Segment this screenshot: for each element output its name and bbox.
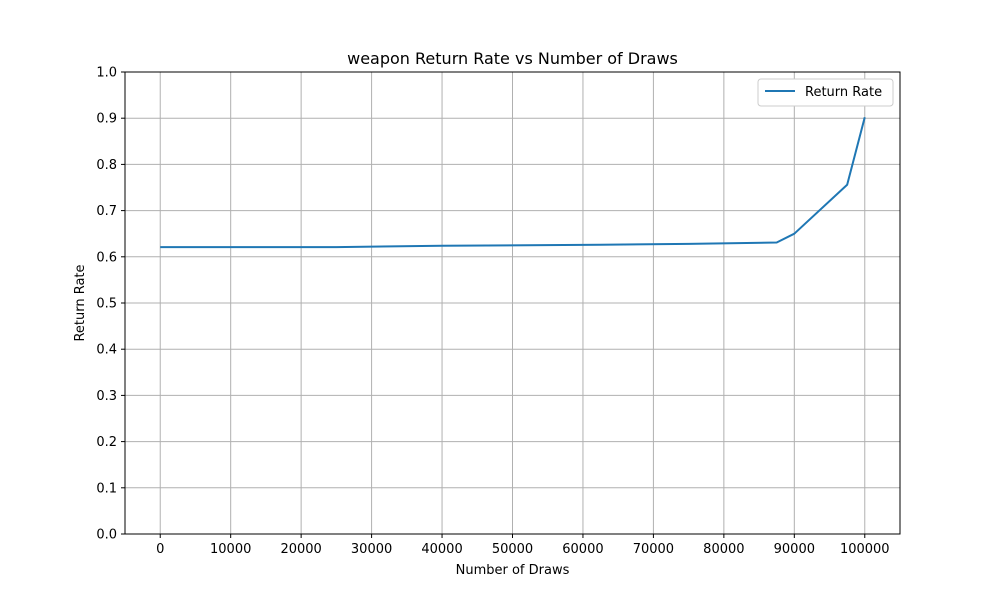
x-tick-label: 70000 (633, 542, 674, 557)
y-tick-label: 0.4 (96, 343, 117, 358)
y-tick-label: 0.0 (96, 528, 117, 543)
x-axis: 0 10000 20000 30000 40000 50000 60000 70000 8000… (156, 534, 890, 557)
x-tick-label: 80000 (703, 542, 744, 557)
y-tick-label: 0.1 (96, 481, 117, 496)
plot-area (160, 117, 866, 249)
chart-title: weapon Return Rate vs Number of Draws (347, 49, 678, 68)
x-tick-label: 90000 (774, 542, 815, 557)
grid (125, 71, 900, 535)
x-tick-label: 0 (156, 542, 164, 557)
y-tick-label: 0.6 (96, 250, 117, 265)
x-tick-label: 10000 (210, 542, 251, 557)
x-tick-label: 30000 (351, 542, 392, 557)
x-tick-label: 100000 (840, 542, 890, 557)
legend: Return Rate (757, 78, 894, 107)
y-axis-label: Return Rate (73, 264, 88, 341)
y-tick-label: 1.0 (96, 66, 117, 81)
x-axis-label: Number of Draws (456, 563, 570, 578)
y-tick-label: 0.5 (96, 297, 117, 312)
x-tick-label: 40000 (421, 542, 462, 557)
y-tick-label: 0.2 (96, 435, 117, 450)
legend-box (757, 78, 894, 107)
legend-label-return-rate: Return Rate (805, 85, 882, 100)
y-tick-label: 0.9 (96, 112, 117, 127)
x-tick-label: 50000 (492, 542, 533, 557)
y-tick-label: 0.3 (96, 389, 117, 404)
x-tick-label: 60000 (562, 542, 603, 557)
y-tick-label: 0.8 (96, 158, 117, 173)
x-tick-label: 20000 (280, 542, 321, 557)
series-line-return-rate (160, 117, 866, 249)
y-tick-label: 0.7 (96, 204, 117, 219)
y-axis: 0.0 0.1 0.2 0.3 0.4 0.5 0.6 0.7 0.8 0.9 1.0 (96, 66, 125, 543)
